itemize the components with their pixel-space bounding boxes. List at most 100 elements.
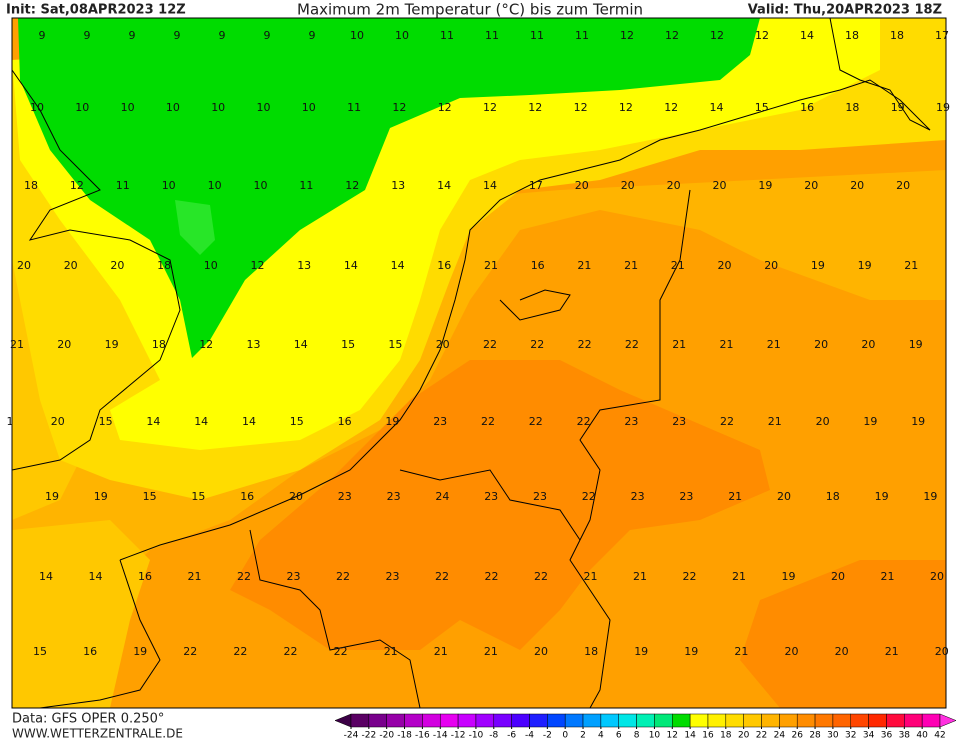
map-fields [12, 18, 946, 708]
value-label: 18 [845, 101, 859, 114]
value-label: 11 [299, 179, 313, 192]
value-label: 14 [39, 570, 53, 583]
value-label: 15 [755, 101, 769, 114]
value-label: 21 [720, 338, 734, 351]
colorbar-tick-label: 22 [756, 731, 767, 741]
colorbar-segment [904, 713, 923, 728]
field-green-light [175, 200, 215, 255]
colorbar-tick-label: -10 [469, 731, 484, 741]
value-label: 21 [434, 645, 448, 658]
value-label: 10 [208, 179, 222, 192]
value-label: 20 [816, 415, 830, 428]
value-label: 18 [845, 29, 859, 42]
coastline [829, 18, 931, 131]
value-label: 10 [302, 101, 316, 114]
value-label: 20 [289, 490, 303, 503]
value-label: 10 [257, 101, 271, 114]
colorbar-segment [582, 713, 602, 728]
value-label: 17 [529, 179, 543, 192]
value-label: 22 [284, 645, 298, 658]
value-label: 19 [634, 645, 648, 658]
value-label: 10 [30, 101, 44, 114]
value-label: 19 [385, 415, 399, 428]
value-label: 12 [345, 179, 359, 192]
colorbar-tick-label: 2 [580, 731, 586, 741]
value-label: 21 [671, 259, 685, 272]
value-label: 13 [247, 338, 261, 351]
colorbar-segment [868, 713, 887, 728]
init-text: Init: Sat,08APR2023 12Z [6, 3, 186, 18]
value-label: 23 [338, 490, 352, 503]
value-label: 20 [51, 415, 65, 428]
colorbar-segment [814, 713, 834, 728]
value-label: 19 [923, 490, 937, 503]
colorbar-tick-label: 4 [598, 731, 604, 741]
value-label: 10 [75, 101, 89, 114]
value-label: 20 [110, 259, 124, 272]
value-label: 20 [534, 645, 548, 658]
colorbar-segment [600, 713, 619, 728]
value-label: 9 [264, 29, 271, 42]
colorbar-tick-label: 20 [738, 731, 750, 741]
value-label: 20 [930, 570, 944, 583]
value-label: 19 [94, 490, 108, 503]
value-label: 11 [530, 29, 544, 42]
value-label: 23 [631, 490, 645, 503]
colorbar-segment [672, 713, 691, 728]
value-label: 12 [251, 259, 265, 272]
valid-text: Valid: Thu,20APR2023 18Z [748, 3, 942, 18]
value-label: 23 [433, 415, 447, 428]
value-label: 23 [679, 490, 693, 503]
value-label: 22 [336, 570, 350, 583]
value-label: 22 [435, 570, 449, 583]
value-label: 20 [850, 179, 864, 192]
value-label: 20 [436, 338, 450, 351]
value-label: 13 [391, 179, 405, 192]
value-label: 22 [183, 645, 197, 658]
colorbar-segment [654, 713, 673, 728]
value-label: 22 [625, 338, 639, 351]
value-label: 10 [350, 29, 364, 42]
colorbar-segment [547, 713, 566, 728]
value-label: 15 [341, 338, 355, 351]
colorbar-over [939, 713, 957, 728]
value-label: 21 [384, 645, 398, 658]
value-label: 12 [619, 101, 633, 114]
value-label: 15 [388, 338, 402, 351]
colorbar-tick-label: 30 [827, 731, 839, 741]
value-label: 14 [146, 415, 160, 428]
value-label: 17 [935, 29, 949, 42]
value-label: 23 [624, 415, 638, 428]
value-label: 22 [530, 338, 544, 351]
value-label: 22 [481, 415, 495, 428]
value-label: 22 [683, 570, 697, 583]
value-label: 23 [484, 490, 498, 503]
value-label: 20 [896, 179, 910, 192]
value-label: 16 [800, 101, 814, 114]
colorbar-segment [761, 713, 780, 728]
colorbar-segment [725, 713, 744, 728]
value-label: 10 [121, 101, 135, 114]
coastline [499, 289, 571, 321]
value-label: 19 [758, 179, 772, 192]
colorbar-tick-label: -22 [361, 731, 376, 741]
value-label: 10 [162, 179, 176, 192]
value-label: 15 [143, 490, 157, 503]
field-warm2 [740, 560, 946, 708]
value-label: 19 [891, 101, 905, 114]
colorbar-tick-label: -6 [507, 731, 516, 741]
colorbar-segment [796, 713, 816, 728]
value-label: 21 [881, 570, 895, 583]
value-label: 19 [811, 259, 825, 272]
colorbar-tick-label: 38 [899, 731, 911, 741]
value-label: 14 [437, 179, 451, 192]
value-label: 21 [768, 415, 782, 428]
value-label: 22 [233, 645, 247, 658]
colorbar-tick-label: -18 [397, 731, 412, 741]
colorbar-segment [636, 713, 655, 728]
value-label: 12 [392, 101, 406, 114]
colorbar-tick-label: 6 [616, 731, 622, 741]
colorbar-tick-label: 18 [720, 731, 732, 741]
coastline [119, 79, 931, 561]
